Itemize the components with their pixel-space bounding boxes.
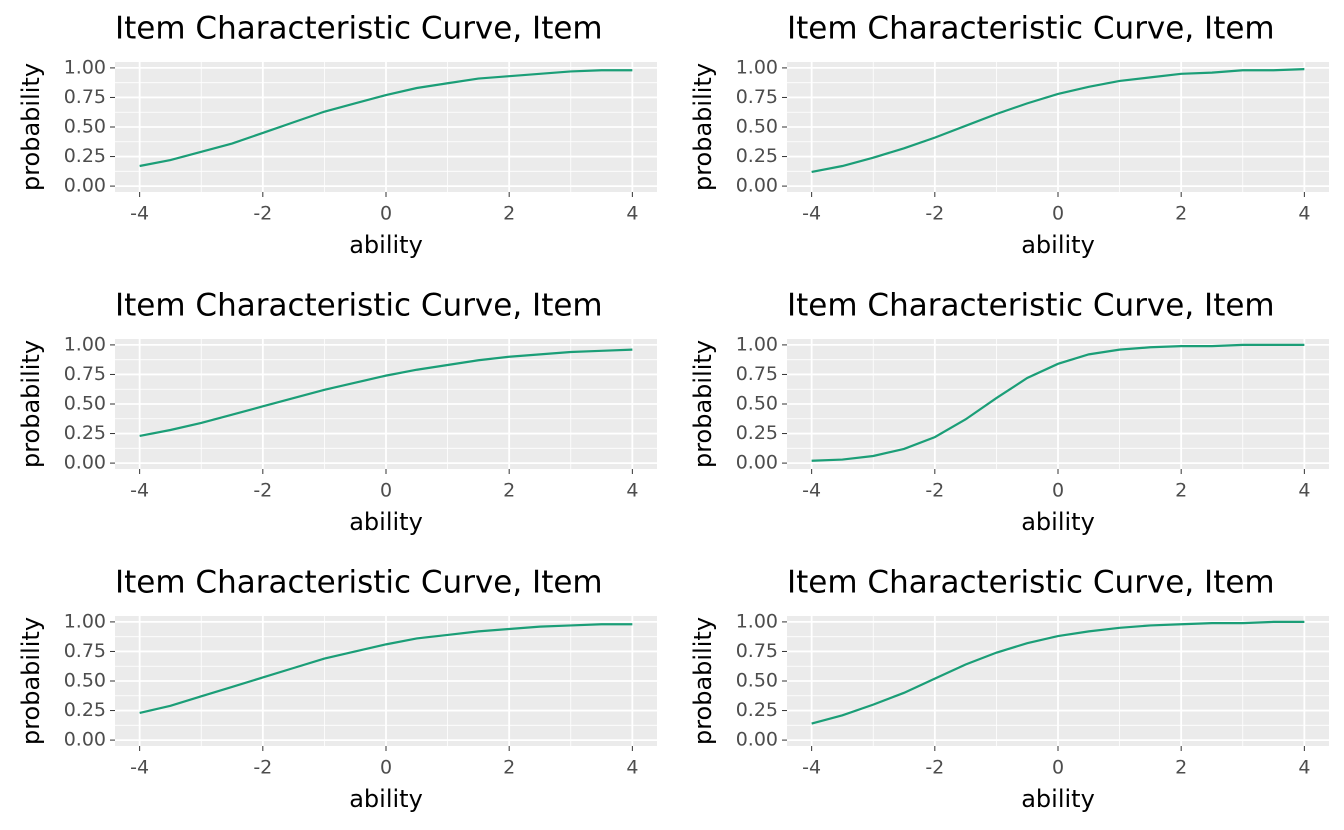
x-tick-label: 0	[1052, 203, 1064, 225]
curve	[139, 69, 633, 168]
x-tick-label: 2	[1175, 480, 1187, 502]
y-tick-label: 0.50	[64, 670, 106, 692]
y-tick-label: 0.25	[64, 145, 106, 167]
x-tick-label: 2	[1175, 203, 1187, 225]
x-tick-label: -2	[253, 757, 272, 779]
x-tick-label: -2	[925, 203, 944, 225]
x-tick-label: -2	[253, 203, 272, 225]
panel: Item Characteristic Curve, Item -4 -2 0 2 4 0.…	[689, 11, 1329, 259]
y-tick-label: 0.25	[736, 699, 778, 721]
y-tick-label: 0.00	[64, 729, 106, 751]
x-axis-title: ability	[1021, 231, 1095, 259]
y-tick-label: 1.00	[736, 610, 778, 632]
y-tick-label: 0.00	[64, 452, 106, 474]
y-tick-label: 0.25	[64, 699, 106, 721]
chart-title: Item Characteristic Curve, Item	[787, 565, 1275, 601]
x-tick-label: 4	[1298, 757, 1310, 779]
x-tick-label: 0	[1052, 757, 1064, 779]
curve	[139, 348, 633, 437]
x-tick-label: 0	[1052, 480, 1064, 502]
panel: Item Characteristic Curve, Item -4 -2 0 2 4 0.…	[17, 565, 657, 813]
x-tick-label: 0	[380, 757, 392, 779]
x-tick-label: -4	[802, 757, 821, 779]
x-tick-label: 4	[1298, 203, 1310, 225]
x-axis-title: ability	[349, 508, 423, 536]
y-tick-label: 0.00	[736, 175, 778, 197]
y-tick-label: 0.50	[64, 116, 106, 138]
y-axis-title: probability	[17, 63, 45, 191]
y-axis-title: probability	[689, 340, 717, 468]
y-tick-label: 1.00	[736, 56, 778, 78]
curve	[811, 67, 1305, 173]
x-tick-label: 4	[1298, 480, 1310, 502]
x-tick-label: 0	[380, 203, 392, 225]
curve	[811, 343, 1305, 462]
chart-title: Item Characteristic Curve, Item	[115, 288, 603, 324]
y-tick-label: 0.00	[736, 452, 778, 474]
x-axis-title: ability	[349, 231, 423, 259]
y-tick-label: 0.50	[64, 393, 106, 415]
x-tick-label: -4	[802, 480, 821, 502]
x-tick-label: -4	[130, 203, 149, 225]
y-tick-label: 0.50	[736, 670, 778, 692]
x-axis-title: ability	[1021, 508, 1095, 536]
y-axis-title: probability	[689, 63, 717, 191]
y-tick-label: 1.00	[64, 333, 106, 355]
panel: Item Characteristic Curve, Item -4 -2 0 2 4 0.…	[689, 565, 1329, 813]
y-tick-label: 0.75	[736, 363, 778, 385]
y-tick-label: 1.00	[64, 56, 106, 78]
x-tick-label: 4	[626, 203, 638, 225]
y-tick-label: 0.50	[736, 116, 778, 138]
x-tick-label: 0	[380, 480, 392, 502]
x-tick-label: 2	[503, 757, 515, 779]
x-tick-label: 4	[626, 480, 638, 502]
y-tick-label: 0.75	[736, 640, 778, 662]
x-tick-label: 2	[503, 480, 515, 502]
x-tick-label: 2	[503, 203, 515, 225]
x-axis-title: ability	[349, 785, 423, 813]
y-tick-label: 0.25	[64, 422, 106, 444]
y-tick-label: 0.25	[736, 422, 778, 444]
y-tick-label: 0.25	[736, 145, 778, 167]
x-tick-label: -2	[925, 480, 944, 502]
curve	[811, 620, 1305, 725]
y-tick-label: 0.75	[64, 363, 106, 385]
chart-title: Item Characteristic Curve, Item	[787, 288, 1275, 324]
y-tick-label: 1.00	[736, 333, 778, 355]
panel: Item Characteristic Curve, Item -4 -2 0 2 4 0.…	[17, 288, 657, 536]
chart-title: Item Characteristic Curve, Item	[787, 11, 1275, 47]
x-axis-title: ability	[1021, 785, 1095, 813]
chart-title: Item Characteristic Curve, Item	[115, 11, 603, 47]
x-tick-label: -4	[130, 480, 149, 502]
panel: Item Characteristic Curve, Item -4 -2 0 2 4 0.…	[17, 11, 657, 259]
y-tick-label: 0.00	[736, 729, 778, 751]
y-axis-title: probability	[689, 617, 717, 745]
y-axis-title: probability	[17, 617, 45, 745]
curve	[139, 623, 633, 714]
x-tick-label: -2	[925, 757, 944, 779]
panel: Item Characteristic Curve, Item -4 -2 0 2 4 0.…	[689, 288, 1329, 536]
x-tick-label: -2	[253, 480, 272, 502]
y-tick-label: 1.00	[64, 610, 106, 632]
y-tick-label: 0.75	[736, 86, 778, 108]
y-tick-label: 0.75	[64, 640, 106, 662]
x-tick-label: 2	[1175, 757, 1187, 779]
y-tick-label: 0.75	[64, 86, 106, 108]
y-axis-title: probability	[17, 340, 45, 468]
chart-title: Item Characteristic Curve, Item	[115, 565, 603, 601]
y-tick-label: 0.00	[64, 175, 106, 197]
x-tick-label: 4	[626, 757, 638, 779]
y-tick-label: 0.50	[736, 393, 778, 415]
x-tick-label: -4	[802, 203, 821, 225]
x-tick-label: -4	[130, 757, 149, 779]
